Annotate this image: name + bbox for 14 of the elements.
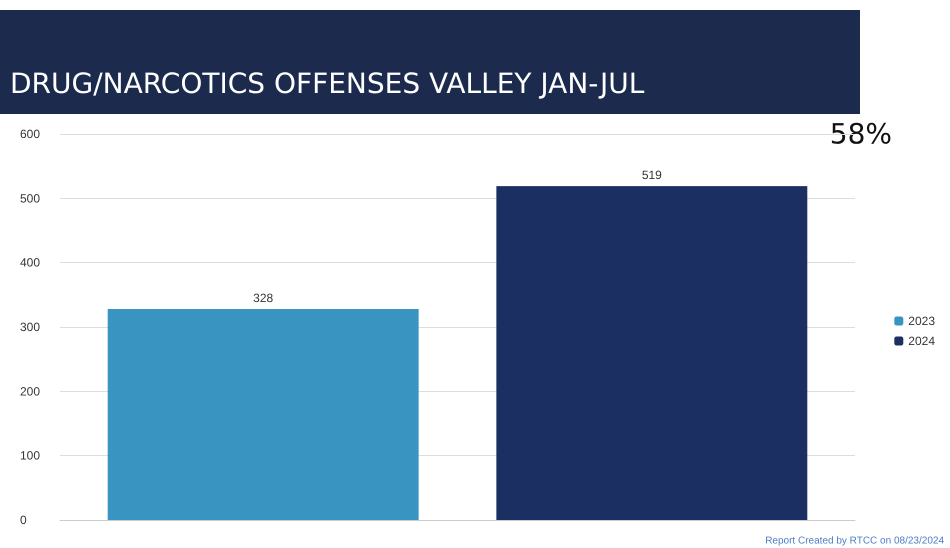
data-label: 328	[253, 290, 274, 305]
y-tick-label: 300	[20, 320, 40, 334]
legend-label: 2023	[908, 314, 936, 328]
data-label: 519	[642, 168, 662, 182]
y-tick-label: 600	[20, 127, 40, 141]
y-tick-label: 0	[20, 513, 27, 527]
y-tick-label: 200	[20, 384, 40, 398]
chart-title: DRUG/NARCOTICS OFFENSES VALLEY JAN-JUL	[10, 67, 644, 100]
y-tick-label: 100	[20, 448, 40, 463]
annotation: 58%	[830, 118, 892, 150]
y-tick-label: 400	[20, 256, 40, 270]
legend-label: 2024	[908, 334, 936, 348]
text: Report Created by RTCC on 08/23/2024	[765, 536, 944, 546]
y-tick-label: 500	[20, 191, 40, 206]
